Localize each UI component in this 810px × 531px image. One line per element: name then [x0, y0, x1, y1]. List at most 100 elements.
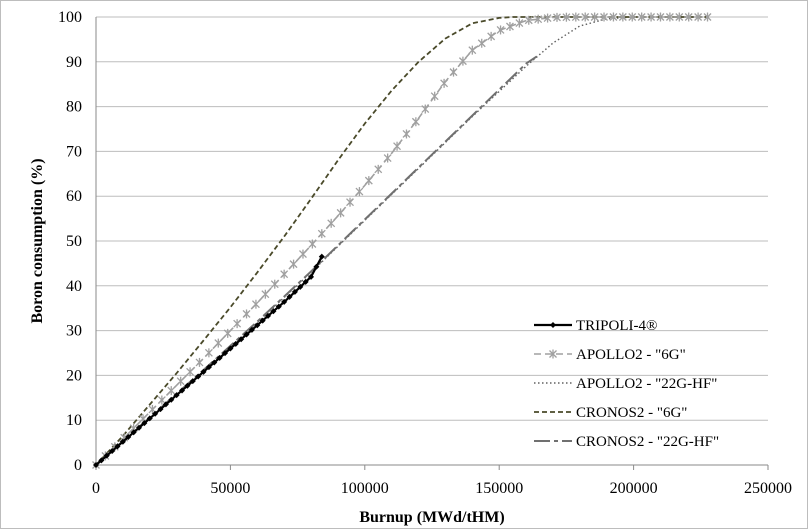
data-point: [109, 448, 116, 455]
x-tick-label: 200000: [610, 480, 658, 497]
data-point: [487, 31, 496, 41]
data-point: [195, 373, 202, 380]
data-point: [524, 15, 533, 25]
data-point: [223, 328, 232, 338]
data-point: [243, 331, 250, 338]
data-point: [703, 12, 712, 22]
data-point: [590, 12, 599, 22]
y-tick-label: 90: [66, 54, 82, 71]
data-point: [275, 303, 282, 310]
data-point: [449, 67, 458, 77]
legend-item-3: CRONOS2 - "6G": [534, 405, 687, 421]
data-point: [214, 338, 223, 348]
series-2: [95, 16, 709, 466]
data-point: [136, 424, 143, 431]
data-point: [402, 129, 411, 139]
data-point: [549, 349, 557, 359]
data-point: [515, 18, 524, 28]
data-point: [571, 12, 580, 22]
data-point: [233, 319, 242, 329]
data-point: [477, 38, 486, 48]
data-point: [318, 253, 325, 260]
data-point: [200, 368, 207, 375]
data-point: [114, 443, 121, 450]
data-point: [98, 457, 105, 464]
data-point: [694, 12, 703, 22]
series-1: [92, 12, 712, 470]
data-point: [430, 91, 439, 101]
data-point: [656, 12, 665, 22]
series-line: [95, 256, 323, 466]
data-point: [157, 406, 164, 413]
data-point: [308, 239, 317, 249]
data-point: [238, 336, 245, 343]
data-point: [647, 12, 656, 22]
y-tick-label: 100: [58, 9, 82, 26]
data-point: [281, 298, 288, 305]
series-0: [93, 253, 325, 468]
x-tick-label: 100000: [341, 480, 389, 497]
data-point: [374, 164, 383, 174]
data-point: [93, 462, 99, 468]
data-point: [125, 434, 132, 441]
series-line: [95, 16, 709, 466]
legend: TRIPOLI-4® APOLLO2 - "6G" APOLLO2 - "22G-H…: [534, 318, 719, 450]
legend-item-0: TRIPOLI-4®: [534, 318, 657, 334]
data-point: [411, 117, 420, 127]
data-point: [195, 357, 204, 367]
data-point: [141, 420, 148, 427]
data-point: [176, 376, 185, 386]
data-point: [550, 322, 556, 328]
data-point: [355, 187, 364, 197]
data-point: [297, 283, 304, 290]
data-point: [184, 382, 191, 389]
tick-labels: 0 10 20 30 40 50 60 70 80 90 100 0 50000 100000 150000…: [58, 9, 792, 497]
data-point: [628, 12, 637, 22]
data-point: [289, 259, 298, 269]
series-line: [95, 16, 709, 466]
data-point: [600, 12, 608, 22]
y-tick-label: 80: [66, 99, 82, 116]
data-point: [313, 263, 320, 270]
data-point: [618, 12, 627, 22]
data-point: [665, 12, 674, 22]
data-point: [242, 309, 251, 319]
data-point: [280, 269, 289, 279]
data-point: [119, 438, 126, 445]
data-point: [317, 229, 326, 239]
data-point: [167, 386, 176, 396]
data-point: [308, 273, 315, 280]
data-point: [458, 56, 467, 66]
legend-label: APOLLO2 - "22G-HF": [576, 376, 717, 392]
data-point: [562, 12, 571, 22]
data-point: [186, 367, 195, 377]
data-point: [173, 392, 180, 399]
data-point: [383, 153, 392, 163]
data-point: [261, 289, 270, 299]
data-point: [254, 322, 261, 329]
data-point: [346, 197, 354, 207]
data-point: [232, 340, 239, 347]
y-tick-label: 10: [66, 412, 82, 429]
data-point: [393, 141, 402, 151]
data-point: [157, 395, 166, 405]
data-point: [505, 21, 514, 31]
x-tick-label: 0: [92, 480, 100, 497]
data-point: [259, 317, 266, 324]
series-line: [95, 16, 709, 466]
legend-item-2: APOLLO2 - "22G-HF": [534, 376, 717, 392]
y-axis-title: Boron consumption (%): [29, 158, 46, 323]
data-point: [684, 12, 693, 22]
data-point: [270, 308, 277, 315]
data-point: [440, 78, 449, 88]
x-tick-label: 50000: [210, 480, 250, 497]
data-point: [534, 14, 543, 24]
y-tick-label: 20: [66, 367, 82, 384]
x-tick-label: 250000: [744, 480, 792, 497]
data-point: [581, 12, 590, 22]
data-point: [421, 104, 430, 114]
data-point: [336, 208, 345, 218]
data-point: [130, 429, 137, 436]
